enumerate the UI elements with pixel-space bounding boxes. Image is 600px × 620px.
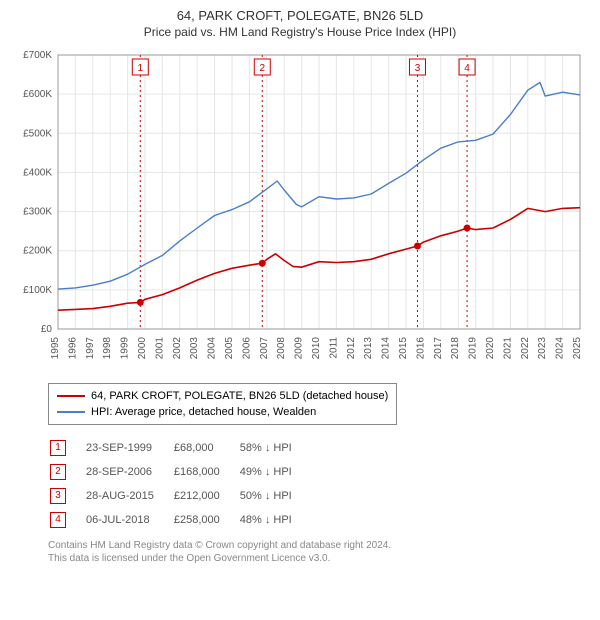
svg-text:2007: 2007 [259,337,270,360]
svg-text:£300K: £300K [23,207,52,218]
svg-text:2006: 2006 [241,337,252,360]
svg-text:2021: 2021 [502,337,513,360]
marker-date: 28-SEP-2006 [86,461,172,483]
svg-text:£400K: £400K [23,167,52,178]
svg-text:2008: 2008 [276,337,287,360]
svg-text:£200K: £200K [23,246,52,257]
marker-diff: 50% ↓ HPI [240,485,310,507]
svg-text:2000: 2000 [137,337,148,360]
svg-text:2005: 2005 [224,337,235,360]
footer-line-1: Contains HM Land Registry data © Crown c… [48,539,578,552]
chart-plot: £0 £100K £200K £300K £400K £500K £600K £700K 199… [10,47,590,377]
footer-line-2: This data is licensed under the Open Gov… [48,552,578,565]
svg-text:1998: 1998 [102,337,113,360]
chart-title: 64, PARK CROFT, POLEGATE, BN26 5LD [10,8,590,23]
marker-number-box: 2 [50,464,66,480]
svg-text:1999: 1999 [120,337,131,360]
svg-text:2015: 2015 [398,337,409,360]
svg-text:2019: 2019 [468,337,479,360]
marker-row: 2 28-SEP-2006£168,00049% ↓ HPI [50,461,310,483]
marker-date: 23-SEP-1999 [86,437,172,459]
svg-text:2004: 2004 [207,337,218,360]
svg-text:2012: 2012 [346,337,357,360]
svg-text:£700K: £700K [23,50,52,61]
legend-swatch [57,395,85,397]
svg-text:2016: 2016 [415,337,426,360]
legend-label: HPI: Average price, detached house, Weal… [91,404,316,420]
marker-price: £212,000 [174,485,238,507]
marker-diff: 58% ↓ HPI [240,437,310,459]
marker-number-box: 3 [50,488,66,504]
svg-text:2001: 2001 [154,337,165,360]
svg-text:2011: 2011 [328,337,339,359]
svg-text:£0: £0 [41,324,53,335]
marker-price: £258,000 [174,509,238,531]
svg-text:2010: 2010 [311,337,322,360]
svg-text:1995: 1995 [50,337,61,360]
marker-events-table: 1 23-SEP-1999£68,00058% ↓ HPI 2 28-SEP-2006… [48,435,312,533]
svg-text:2003: 2003 [189,337,200,360]
legend: 64, PARK CROFT, POLEGATE, BN26 5LD (deta… [48,383,397,425]
svg-text:£500K: £500K [23,128,52,139]
svg-text:2018: 2018 [450,337,461,360]
svg-text:2020: 2020 [485,337,496,360]
marker-number-box: 4 [50,512,66,528]
legend-label: 64, PARK CROFT, POLEGATE, BN26 5LD (deta… [91,388,388,404]
svg-text:2009: 2009 [294,337,305,360]
svg-text:2: 2 [259,63,265,74]
svg-text:1997: 1997 [85,337,96,360]
line-chart-svg: £0 £100K £200K £300K £400K £500K £600K £700K 199… [10,47,590,377]
svg-text:1: 1 [138,63,144,74]
chart-subtitle: Price paid vs. HM Land Registry's House … [10,25,590,39]
svg-text:2025: 2025 [572,337,583,360]
legend-swatch [57,411,85,413]
svg-text:2013: 2013 [363,337,374,360]
svg-text:2014: 2014 [381,337,392,360]
legend-item: HPI: Average price, detached house, Weal… [57,404,388,420]
marker-row: 3 28-AUG-2015£212,00050% ↓ HPI [50,485,310,507]
svg-text:3: 3 [415,63,421,74]
chart-container: 64, PARK CROFT, POLEGATE, BN26 5LD Price… [0,0,600,573]
marker-date: 28-AUG-2015 [86,485,172,507]
svg-text:£600K: £600K [23,89,52,100]
svg-text:4: 4 [464,63,470,74]
svg-text:1996: 1996 [67,337,78,360]
marker-row: 4 06-JUL-2018£258,00048% ↓ HPI [50,509,310,531]
marker-price: £168,000 [174,461,238,483]
marker-row: 1 23-SEP-1999£68,00058% ↓ HPI [50,437,310,459]
svg-text:£100K: £100K [23,285,52,296]
svg-text:2023: 2023 [537,337,548,360]
marker-price: £68,000 [174,437,238,459]
svg-text:2024: 2024 [555,337,566,360]
marker-date: 06-JUL-2018 [86,509,172,531]
marker-diff: 48% ↓ HPI [240,509,310,531]
svg-text:2022: 2022 [520,337,531,360]
footer-attribution: Contains HM Land Registry data © Crown c… [48,539,578,565]
svg-text:2017: 2017 [433,337,444,360]
legend-item: 64, PARK CROFT, POLEGATE, BN26 5LD (deta… [57,388,388,404]
marker-number-box: 1 [50,440,66,456]
marker-diff: 49% ↓ HPI [240,461,310,483]
svg-text:2002: 2002 [172,337,183,360]
